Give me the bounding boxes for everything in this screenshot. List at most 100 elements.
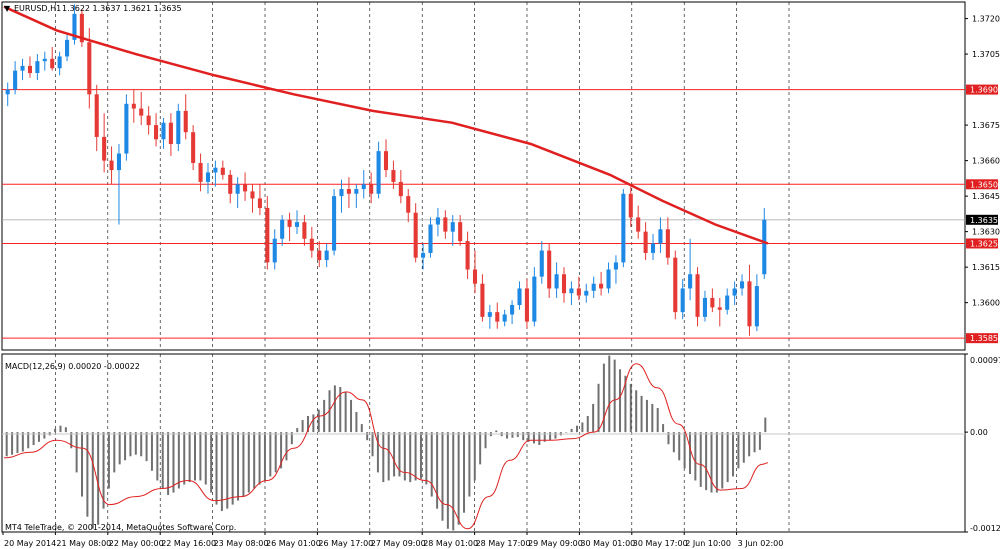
candle-body [191, 132, 196, 163]
macd-bar [656, 407, 659, 433]
macd-bar [274, 432, 277, 473]
price-level-tag [966, 238, 998, 249]
current-price-tag [966, 214, 998, 225]
price-tick-label: 1.3600 [972, 299, 1000, 308]
candle-body [376, 151, 381, 194]
price-level-tag [966, 84, 998, 95]
candle-body [458, 222, 463, 242]
candle-body [710, 297, 715, 308]
candle-body [658, 229, 663, 244]
macd-bar [371, 432, 374, 457]
candle-body [109, 160, 114, 171]
macd-histogram [5, 355, 767, 531]
macd-bar [269, 432, 272, 477]
macd-bar [506, 432, 509, 439]
macd-bar [441, 432, 444, 521]
price-tick-label: 1.3615 [972, 263, 1000, 272]
macd-bar [608, 355, 611, 433]
current-price-tag-label: 1.3635 [970, 216, 998, 225]
macd-bar [285, 432, 288, 461]
macd-bar [350, 399, 353, 433]
macd-bar [635, 390, 638, 433]
macd-bar [452, 432, 455, 531]
candle-body [688, 274, 693, 289]
candle-body [65, 39, 70, 57]
macd-bar [355, 411, 358, 433]
time-tick-label: 21 May 08:00 [56, 539, 111, 548]
copyright-label: MT4 TeleTrade, © 2001-2014, MetaQuotes S… [5, 523, 236, 532]
macd-bar [527, 432, 530, 442]
macd-bar [210, 432, 213, 493]
macd-bar [624, 375, 627, 433]
macd-bar [70, 432, 73, 449]
macd-bar [333, 385, 336, 433]
candle-body [606, 269, 611, 289]
candle-body [502, 314, 507, 322]
price-level-tag-label: 1.3690 [970, 86, 998, 95]
macd-bar [376, 432, 379, 473]
candle-body [480, 283, 485, 317]
macd-bar [317, 409, 320, 433]
macd-label: MACD(12,26,9) 0.00020 -0.00022 [5, 362, 140, 371]
macd-bar [258, 432, 261, 485]
candle-body [717, 307, 722, 310]
macd-bar [721, 432, 724, 489]
macd-bar [678, 432, 681, 461]
candle-body [220, 167, 225, 175]
macd-bar [409, 432, 412, 483]
candle-body [472, 269, 478, 284]
candle-body [391, 170, 396, 182]
macd-bar [21, 432, 24, 452]
macd-bar [118, 432, 121, 465]
macd-bar [124, 432, 127, 461]
macd-bar [382, 432, 385, 483]
macd-bar [484, 432, 487, 449]
price-tick-label: 1.3630 [972, 228, 1000, 237]
macd-bar [430, 432, 433, 497]
time-tick-label: 20 May 2014 [4, 539, 56, 548]
price-axis: 1.3690 1.3650 1.3625 1.3585 1.3635 1.3720 1.37… [965, 15, 1000, 533]
macd-bar [215, 432, 218, 505]
macd-bar [37, 432, 40, 442]
macd-bar [479, 432, 482, 465]
macd-bar [629, 383, 632, 433]
macd-bar [543, 432, 546, 442]
candle-body [695, 274, 700, 317]
macd-bar [129, 432, 132, 457]
macd-bar [748, 432, 751, 457]
candle-body [35, 61, 40, 74]
candle-body [643, 231, 648, 253]
candle-body [317, 250, 322, 261]
candle-body [636, 217, 641, 232]
candle-body [510, 305, 515, 315]
macd-bar [290, 432, 293, 445]
macd-bar [339, 387, 342, 433]
macd-panel-frame [1, 353, 966, 533]
macd-bar [565, 432, 568, 433]
candle-body [591, 283, 596, 291]
price-tick-label: 1.3660 [972, 157, 1000, 166]
macd-bar [516, 432, 519, 437]
chart-header-arrow: ▼ [4, 4, 11, 13]
candle-body [524, 288, 529, 322]
candlestick-series [5, 4, 767, 336]
macd-bar [602, 363, 605, 433]
candle-body [20, 65, 25, 71]
time-tick-label: 3 Jun 02:00 [738, 539, 784, 548]
macd-bar [75, 432, 78, 473]
candle-body [554, 274, 559, 289]
macd-bar [667, 432, 670, 445]
candle-body [198, 162, 203, 182]
macd-bar [64, 427, 67, 433]
candle-body [294, 222, 300, 227]
macd-bar [220, 432, 223, 512]
macd-bar [737, 432, 740, 469]
candle-body [94, 94, 99, 137]
candle-body [450, 222, 455, 232]
candle-body [309, 238, 314, 251]
macd-bar [672, 432, 675, 453]
candle-body [584, 290, 589, 296]
macd-bar [107, 432, 110, 489]
macd-bar [27, 432, 30, 449]
candle-body [406, 196, 411, 213]
